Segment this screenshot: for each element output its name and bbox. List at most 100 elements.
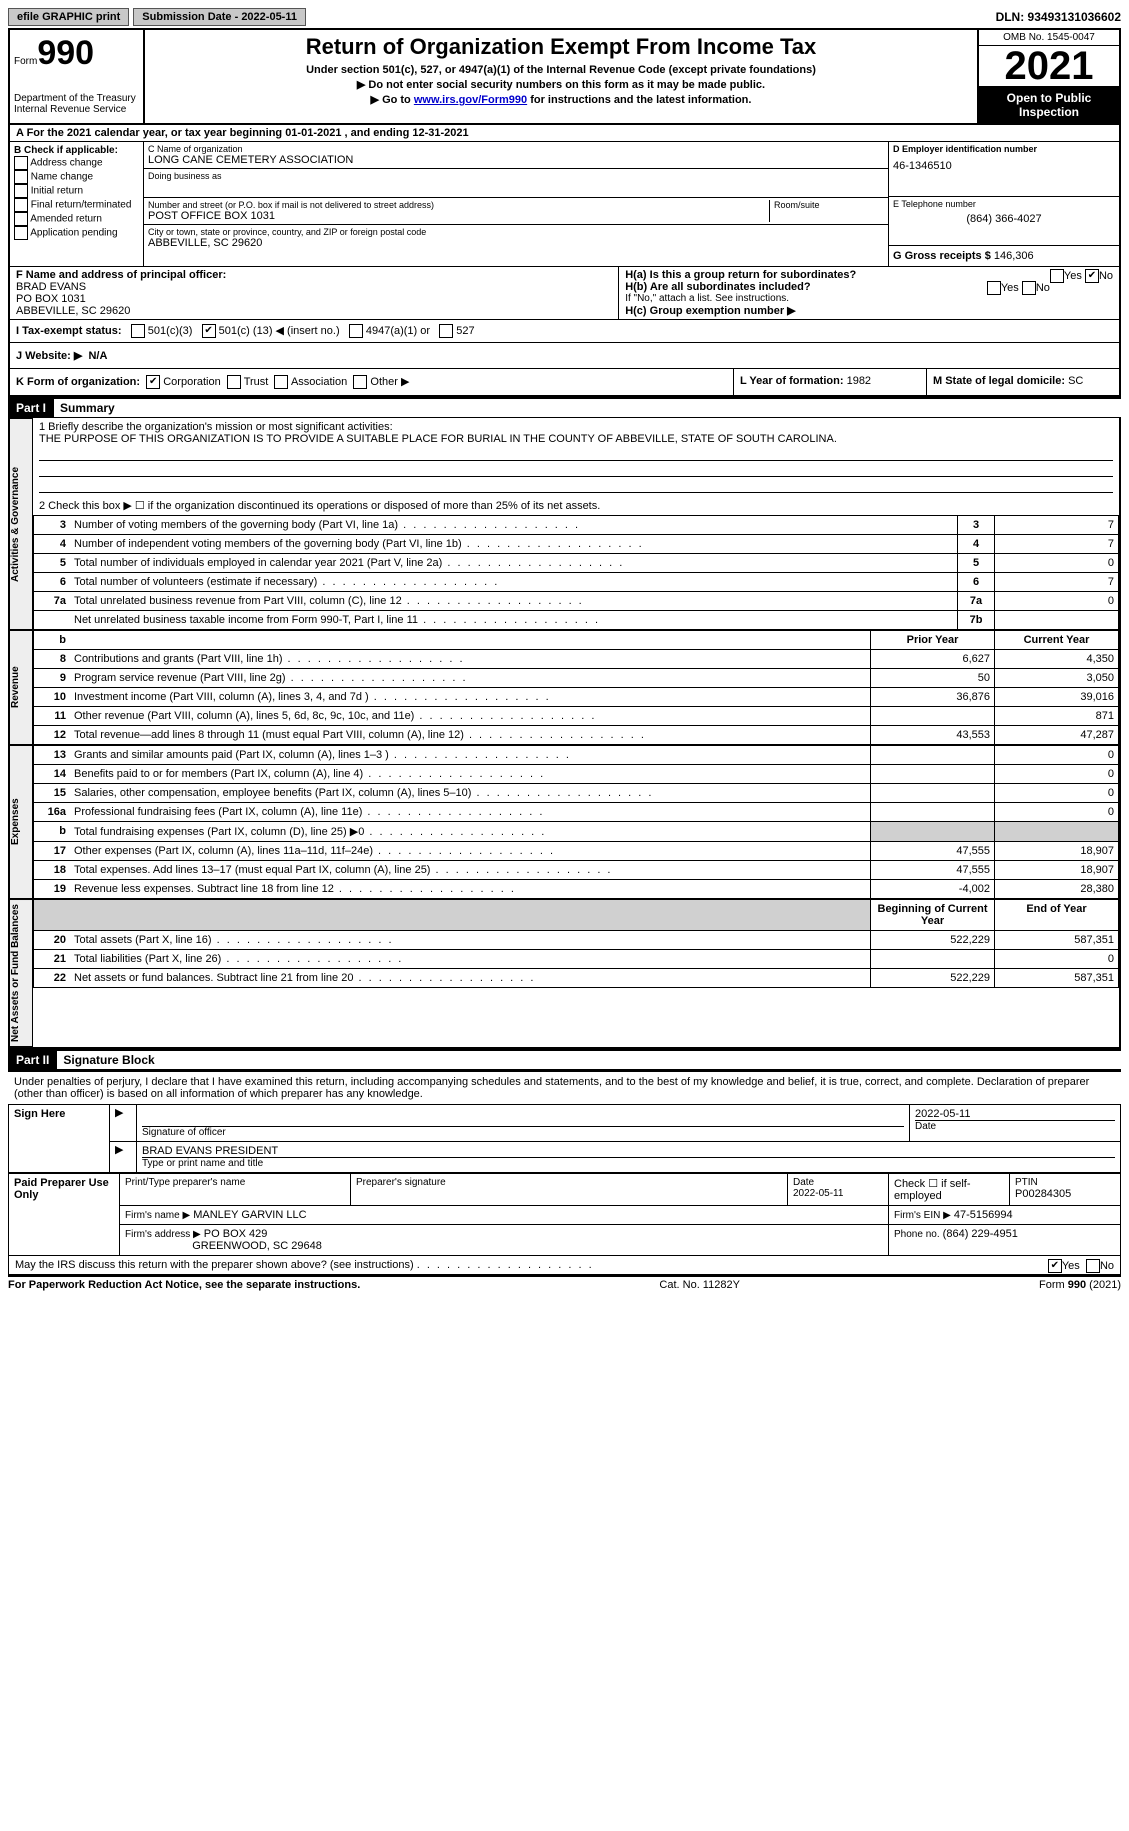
arrow-icon: ▶ [110, 1105, 137, 1142]
date-label: Date [915, 1121, 1115, 1132]
table-row: 15Salaries, other compensation, employee… [34, 784, 1119, 803]
dln-text: DLN: 93493131036602 [996, 10, 1121, 24]
paid-preparer-table: Paid Preparer Use Only Print/Type prepar… [8, 1173, 1121, 1256]
phone-label: E Telephone number [893, 199, 1115, 209]
cat-no: Cat. No. 11282Y [659, 1279, 740, 1291]
city-value: ABBEVILLE, SC 29620 [148, 237, 884, 249]
section-f-h: F Name and address of principal officer:… [8, 267, 1121, 320]
efile-btn[interactable]: efile GRAPHIC print [8, 8, 129, 26]
table-row: 8Contributions and grants (Part VIII, li… [34, 650, 1119, 669]
top-bar: efile GRAPHIC print Submission Date - 20… [8, 8, 1121, 26]
table-row: 16aProfessional fundraising fees (Part I… [34, 803, 1119, 822]
table-row: 12Total revenue—add lines 8 through 11 (… [34, 726, 1119, 745]
dba-label: Doing business as [148, 171, 884, 181]
table-row: 14Benefits paid to or for members (Part … [34, 765, 1119, 784]
entity-block: B Check if applicable: Address change Na… [8, 142, 1121, 267]
form-page-ref: Form 990 (2021) [1039, 1279, 1121, 1291]
table-row: 6Total number of volunteers (estimate if… [34, 573, 1119, 592]
table-row: 11Other revenue (Part VIII, column (A), … [34, 707, 1119, 726]
table-row: 10Investment income (Part VIII, column (… [34, 688, 1119, 707]
side-revenue: Revenue [10, 630, 33, 745]
pra-notice: For Paperwork Reduction Act Notice, see … [8, 1279, 360, 1291]
table-row: 9Program service revenue (Part VIII, lin… [34, 669, 1119, 688]
form-title: Return of Organization Exempt From Incom… [153, 34, 969, 60]
type-name-label: Type or print name and title [142, 1158, 1115, 1169]
ein-value: 46-1346510 [893, 160, 1115, 172]
phone-value: (864) 366-4027 [893, 213, 1115, 225]
summary-table-ag: 3Number of voting members of the governi… [33, 515, 1119, 630]
summary-table-net: Beginning of Current Year End of Year 20… [33, 899, 1119, 988]
table-row: 21Total liabilities (Part X, line 26)0 [34, 950, 1119, 969]
irs-link[interactable]: www.irs.gov/Form990 [414, 94, 527, 106]
irs-discuss-row: May the IRS discuss this return with the… [8, 1256, 1121, 1275]
page-footer: For Paperwork Reduction Act Notice, see … [8, 1275, 1121, 1291]
chk-app-pending[interactable]: Application pending [14, 226, 139, 240]
hb-row: H(b) Are all subordinates included? Yes … [625, 281, 1113, 293]
street-value: POST OFFICE BOX 1031 [148, 210, 769, 222]
street-label: Number and street (or P.O. box if mail i… [148, 200, 769, 210]
chk-address-change[interactable]: Address change [14, 156, 139, 170]
side-expenses: Expenses [10, 745, 33, 899]
officer-name: BRAD EVANS [16, 281, 612, 293]
summary-table-rev: b Prior Year Current Year 8Contributions… [33, 630, 1119, 745]
chk-name-change[interactable]: Name change [14, 170, 139, 184]
ein-label: D Employer identification number [893, 144, 1115, 154]
irs-label: Internal Revenue Service [14, 104, 139, 115]
website-row: J Website: ▶ N/A [8, 343, 1121, 369]
table-row: 7aTotal unrelated business revenue from … [34, 592, 1119, 611]
org-name: LONG CANE CEMETERY ASSOCIATION [148, 154, 884, 166]
open-inspection: Open to Public Inspection [979, 87, 1119, 123]
sign-here-label: Sign Here [9, 1105, 110, 1173]
table-row: bTotal fundraising expenses (Part IX, co… [34, 822, 1119, 842]
q1-value: THE PURPOSE OF THIS ORGANIZATION IS TO P… [39, 433, 1113, 445]
perjury-declaration: Under penalties of perjury, I declare th… [8, 1070, 1121, 1104]
form-word: Form [14, 56, 37, 67]
section-b-label: B Check if applicable: [14, 145, 139, 156]
table-row: 22Net assets or fund balances. Subtract … [34, 969, 1119, 988]
paid-preparer-label: Paid Preparer Use Only [9, 1174, 120, 1256]
line-a: A For the 2021 calendar year, or tax yea… [8, 125, 1121, 142]
note-goto: ▶ Go to www.irs.gov/Form990 for instruct… [153, 93, 969, 106]
city-label: City or town, state or province, country… [148, 227, 884, 237]
table-row: 5Total number of individuals employed in… [34, 554, 1119, 573]
officer-label: F Name and address of principal officer: [16, 269, 612, 281]
table-row: Net unrelated business taxable income fr… [34, 611, 1119, 630]
part1-header: Part I Summary [8, 397, 1121, 418]
summary-table-exp: 13Grants and similar amounts paid (Part … [33, 745, 1119, 899]
side-net-assets: Net Assets or Fund Balances [10, 899, 33, 1047]
k-l-m-row: K Form of organization: Corporation Trus… [8, 369, 1121, 397]
sig-officer-label: Signature of officer [142, 1127, 904, 1138]
q1-label: 1 Briefly describe the organization's mi… [39, 421, 1113, 433]
officer-addr2: ABBEVILLE, SC 29620 [16, 305, 612, 317]
arrow-icon: ▶ [110, 1142, 137, 1173]
chk-initial-return[interactable]: Initial return [14, 184, 139, 198]
officer-printed-name: BRAD EVANS PRESIDENT [142, 1145, 1115, 1158]
table-row: 4Number of independent voting members of… [34, 535, 1119, 554]
room-label: Room/suite [774, 200, 884, 210]
table-row: 19Revenue less expenses. Subtract line 1… [34, 880, 1119, 899]
table-row: 20Total assets (Part X, line 16)522,2295… [34, 931, 1119, 950]
gross-receipts: G Gross receipts $ 146,306 [889, 246, 1119, 266]
org-name-label: C Name of organization [148, 144, 884, 154]
form-number: 990 [37, 34, 94, 72]
submission-date-btn[interactable]: Submission Date - 2022-05-11 [133, 8, 306, 26]
table-row: 3Number of voting members of the governi… [34, 516, 1119, 535]
tax-year: 2021 [979, 46, 1119, 87]
q2-checkbox-line: 2 Check this box ▶ ☐ if the organization… [33, 496, 1119, 515]
tax-exempt-status: I Tax-exempt status: 501(c)(3) 501(c) (1… [8, 320, 1121, 343]
part2-header: Part II Signature Block [8, 1049, 1121, 1070]
sign-here-table: Sign Here ▶ Signature of officer 2022-05… [8, 1104, 1121, 1173]
side-activities-governance: Activities & Governance [10, 418, 33, 630]
table-row: 17Other expenses (Part IX, column (A), l… [34, 842, 1119, 861]
hc-row: H(c) Group exemption number ▶ [625, 304, 1113, 317]
table-row: 18Total expenses. Add lines 13–17 (must … [34, 861, 1119, 880]
dept-treasury: Department of the Treasury [14, 93, 139, 104]
table-row: 13Grants and similar amounts paid (Part … [34, 746, 1119, 765]
form-subtitle: Under section 501(c), 527, or 4947(a)(1)… [153, 64, 969, 76]
ha-row: H(a) Is this a group return for subordin… [625, 269, 1113, 281]
sig-date: 2022-05-11 [915, 1108, 1115, 1121]
form-header: Form990 Department of the Treasury Inter… [8, 28, 1121, 125]
officer-addr1: PO BOX 1031 [16, 293, 612, 305]
chk-final-return[interactable]: Final return/terminated [14, 198, 139, 212]
chk-amended-return[interactable]: Amended return [14, 212, 139, 226]
